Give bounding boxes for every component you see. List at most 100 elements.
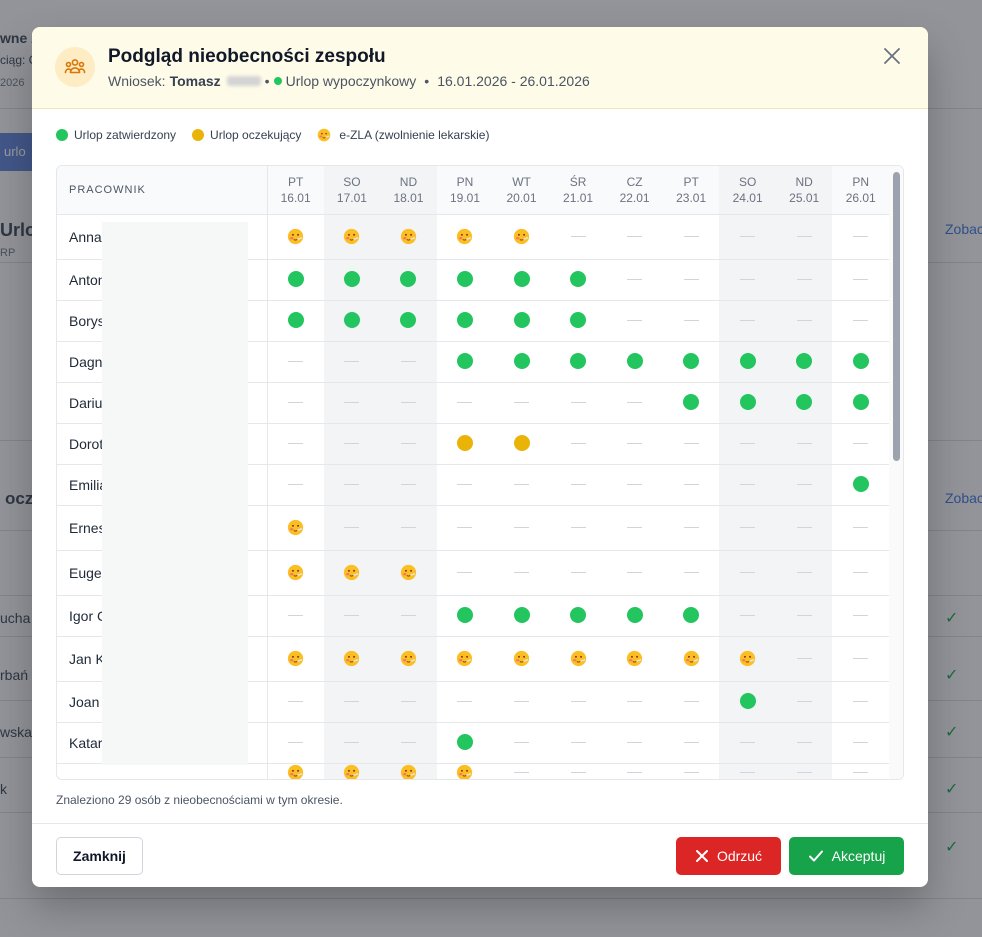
legend-sick: e-ZLA (zwolnienie lekarskie) — [317, 128, 489, 142]
green-dot-icon — [852, 353, 869, 370]
dash-icon — [570, 526, 586, 528]
empty-cell — [606, 214, 663, 260]
empty-cell — [775, 550, 833, 596]
approved-leave-cell — [549, 341, 607, 383]
green-dot-icon — [287, 271, 304, 288]
empty-cell — [436, 505, 494, 551]
modal-header: Podgląd nieobecności zespołu Wniosek: To… — [32, 27, 928, 109]
dash-icon — [344, 401, 360, 403]
redacted-surname — [226, 76, 261, 86]
sick-face-icon — [513, 650, 530, 666]
dash-icon — [740, 235, 756, 237]
employee-name — [57, 763, 268, 779]
column-header-day: WT 20.01 — [493, 166, 550, 215]
empty-cell — [549, 681, 607, 723]
bg-button: urlo — [0, 133, 36, 171]
green-dot-icon — [626, 607, 643, 624]
table-row: Katar — [57, 722, 889, 764]
pending-leave-cell — [493, 423, 550, 465]
empty-cell — [549, 214, 607, 260]
yellow-dot-icon — [192, 129, 205, 141]
green-dot-icon — [456, 353, 473, 370]
column-header-employee: PRACOWNIK — [57, 166, 268, 215]
dash-icon — [457, 700, 473, 702]
green-dot-icon — [739, 693, 756, 710]
empty-cell — [493, 722, 550, 764]
accept-button[interactable]: Akceptuj — [789, 837, 904, 875]
dash-icon — [627, 483, 643, 485]
empty-cell — [662, 505, 720, 551]
green-dot-icon — [570, 353, 587, 370]
table-row: Anton — [57, 259, 889, 301]
empty-cell — [606, 464, 663, 506]
close-icon[interactable] — [880, 44, 904, 68]
reject-button[interactable]: Odrzuć — [676, 837, 781, 875]
dash-icon — [853, 741, 869, 743]
column-header-day: PN 19.01 — [436, 166, 494, 215]
approved-leave-cell — [719, 341, 776, 383]
sick-face-icon — [344, 650, 360, 666]
approved-leave-cell — [832, 382, 889, 424]
requester-name: Tomasz — [169, 73, 221, 89]
day-of-week: PT — [683, 174, 699, 189]
empty-cell — [662, 763, 720, 779]
scrollbar-thumb[interactable] — [893, 172, 900, 461]
dash-icon — [740, 526, 756, 528]
approved-leave-cell — [832, 341, 889, 383]
day-date: 23.01 — [676, 190, 707, 205]
close-button[interactable]: Zamknij — [56, 837, 143, 875]
absence-table-container[interactable]: PRACOWNIK PT 16.01 SO 17.01 ND 18.01 PN 19.01 WT… — [56, 165, 904, 780]
legend: Urlop zatwierdzony Urlop oczekujący e-ZL… — [56, 128, 505, 142]
yellow-dot-icon — [513, 435, 530, 452]
approved-leave-cell — [662, 341, 720, 383]
dash-icon — [570, 401, 586, 403]
dash-icon — [796, 483, 812, 485]
green-dot-icon — [683, 607, 700, 624]
green-dot-icon — [570, 312, 587, 329]
empty-cell — [832, 423, 889, 465]
empty-cell — [323, 382, 381, 424]
empty-cell — [493, 681, 550, 723]
dash-icon — [683, 700, 699, 702]
empty-cell — [606, 681, 663, 723]
legend-label: Urlop oczekujący — [210, 128, 302, 142]
dash-icon — [344, 442, 360, 444]
dash-icon — [683, 278, 699, 280]
sick-face-icon — [344, 765, 360, 779]
absence-table: PRACOWNIK PT 16.01 SO 17.01 ND 18.01 PN 19.01 WT… — [57, 166, 889, 779]
dash-icon — [683, 319, 699, 321]
empty-cell — [719, 763, 776, 779]
reject-button-label: Odrzuć — [716, 848, 763, 864]
dash-icon — [740, 442, 756, 444]
sick-face-icon — [287, 564, 304, 580]
approved-leave-cell — [436, 300, 494, 342]
empty-cell — [719, 423, 776, 465]
sick-leave-cell — [380, 763, 437, 779]
sick-face-icon — [344, 564, 360, 580]
approved-leave-cell — [493, 341, 550, 383]
empty-cell — [493, 763, 550, 779]
dash-icon — [853, 442, 869, 444]
empty-cell — [380, 464, 437, 506]
sick-face-icon — [626, 650, 643, 666]
separator: • — [264, 73, 270, 89]
empty-cell — [606, 722, 663, 764]
day-of-week: ND — [795, 174, 813, 189]
sick-face-icon — [457, 228, 473, 244]
empty-cell — [380, 681, 437, 723]
dash-icon — [740, 571, 756, 573]
sick-face-icon — [318, 128, 331, 142]
dash-icon — [570, 700, 586, 702]
sick-leave-cell — [267, 636, 324, 682]
empty-cell — [775, 595, 833, 637]
empty-cell — [775, 722, 833, 764]
empty-cell — [832, 505, 889, 551]
employee-name: Katar — [57, 722, 268, 764]
green-dot-icon — [513, 353, 530, 370]
scrollbar[interactable] — [889, 166, 903, 779]
sick-leave-cell — [267, 505, 324, 551]
dash-icon — [683, 526, 699, 528]
dash-icon — [288, 401, 304, 403]
bg-check-icon: ✓ — [945, 610, 959, 627]
dash-icon — [288, 741, 304, 743]
